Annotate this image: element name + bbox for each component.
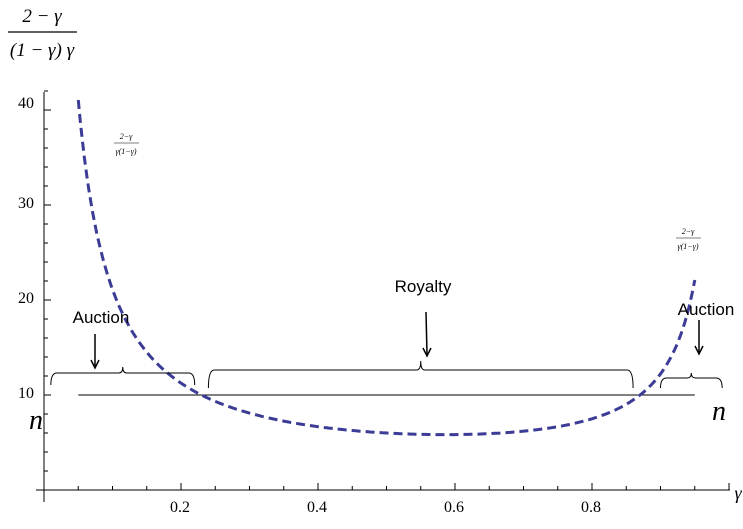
y-label-denominator: (1 − γ) γ (10, 40, 75, 61)
y-axis-label: 2 − γ (1 − γ) γ (8, 6, 77, 61)
svg-text:2−γ: 2−γ (120, 132, 133, 141)
royalty-arrow (422, 311, 432, 358)
svg-text:2−γ: 2−γ (682, 227, 695, 236)
n-right-label: n (712, 396, 726, 427)
minor-ticks (44, 90, 730, 490)
x-tick-label: 0.4 (307, 499, 327, 516)
royalty-brace (207, 360, 634, 389)
n-left-label: n (29, 405, 43, 436)
auction-left-label: Auction (73, 308, 130, 327)
y-tick-label: 30 (18, 195, 34, 212)
series-line (76, 99, 697, 437)
y-label-numerator: 2 − γ (22, 6, 62, 27)
auction-left-brace (50, 366, 196, 386)
x-tick-label: 0.8 (581, 499, 601, 516)
svg-text:γ(1−γ): γ(1−γ) (677, 242, 698, 251)
royalty-label: Royalty (395, 277, 452, 296)
y-tick-label: 10 (18, 385, 34, 402)
auction-left-arrow (90, 334, 100, 370)
x-tick-label: 0.6 (444, 499, 464, 516)
auction-right-brace (660, 372, 723, 389)
auction-right-arrow (694, 320, 704, 356)
y-tick-label: 20 (18, 290, 34, 307)
x-tick-label: 0.2 (170, 499, 190, 516)
x-tick-labels: 0.2 0.4 0.6 0.8 (170, 499, 601, 516)
y-tick-label: 40 (18, 95, 34, 112)
auction-right-label: Auction (678, 300, 735, 319)
formula-left: 2−γ γ(1−γ) (114, 132, 139, 156)
svg-text:γ(1−γ): γ(1−γ) (115, 147, 136, 156)
x-axis-label: γ (734, 483, 742, 503)
y-tick-labels: 10 20 30 40 (18, 95, 34, 402)
formula-right: 2−γ γ(1−γ) (676, 227, 701, 251)
